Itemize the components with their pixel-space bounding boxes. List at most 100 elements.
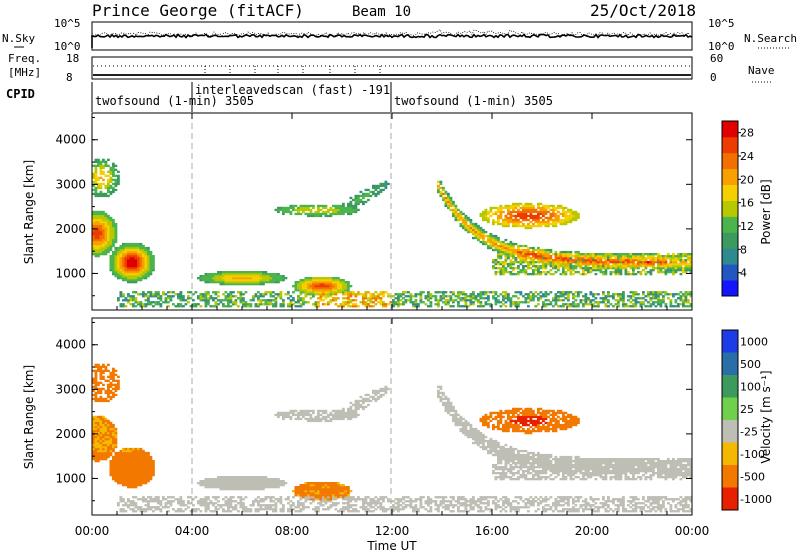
power-cell [482, 293, 485, 296]
velocity-cell [304, 409, 308, 413]
power-cell [539, 291, 543, 294]
power-cell [457, 303, 460, 306]
power-cell [117, 297, 120, 300]
power-cell [504, 244, 508, 248]
power-cell [622, 305, 625, 308]
power-cell [372, 293, 375, 296]
power-cell [547, 303, 550, 306]
velocity-cell [237, 484, 240, 487]
power-cell [447, 206, 450, 210]
velocity-cell [249, 484, 253, 487]
velocity-cell [232, 496, 235, 499]
power-cell [634, 253, 638, 256]
power-cell [497, 253, 500, 256]
power-cell [362, 293, 365, 296]
power-cell [507, 244, 510, 248]
power-cell [602, 265, 605, 268]
velocity-cell [102, 453, 105, 457]
power-cell [497, 238, 500, 242]
power-cell [654, 291, 658, 294]
power-cell [509, 210, 513, 214]
velocity-cell [329, 482, 333, 485]
power-cell [612, 305, 615, 308]
velocity-cell [149, 472, 153, 475]
power-cell [114, 267, 118, 270]
power-cell [489, 246, 493, 250]
power-cell [524, 269, 528, 272]
power-cell [562, 267, 565, 270]
power-cell [577, 259, 580, 262]
velocity-cell [284, 415, 288, 419]
power-cell [444, 202, 448, 206]
velocity-cell [152, 472, 155, 475]
velocity-cell [124, 462, 128, 465]
velocity-cell [332, 484, 335, 487]
velocity-cell [279, 482, 283, 485]
power-cell [144, 248, 148, 252]
power-cell [537, 214, 540, 218]
power-cell [627, 273, 630, 276]
velocity-cell [274, 484, 278, 487]
velocity-cell [102, 437, 105, 441]
power-cell [192, 303, 195, 306]
power-cell [512, 273, 515, 276]
power-cell [579, 261, 583, 264]
power-cell [377, 297, 380, 300]
power-cell [309, 281, 313, 284]
power-cell [532, 297, 535, 300]
velocity-cell [124, 464, 128, 467]
power-cell [239, 275, 243, 278]
power-cell [657, 295, 660, 298]
power-cell [204, 301, 208, 304]
velocity-cell [94, 455, 98, 459]
power-cell [527, 246, 530, 250]
power-cell [147, 261, 150, 264]
power-cell [664, 271, 668, 274]
power-cell [607, 261, 610, 264]
velocity-cell [334, 494, 338, 497]
power-cell [289, 210, 293, 214]
power-cell [394, 303, 398, 306]
power-cell [297, 206, 300, 210]
power-cell [267, 299, 270, 302]
power-cell [469, 297, 473, 300]
velocity-cell [132, 462, 135, 465]
velocity-cell [307, 419, 310, 423]
power-cell [232, 301, 235, 304]
power-cell [237, 273, 240, 276]
power-cell [429, 303, 433, 306]
power-cell [609, 265, 613, 268]
velocity-cell [322, 488, 325, 491]
velocity-cell [157, 502, 160, 505]
power-cell [159, 303, 163, 306]
power-cell [684, 297, 688, 300]
velocity-cell [104, 391, 108, 395]
velocity-cell [337, 482, 340, 485]
power-cell [449, 208, 453, 212]
power-cell [509, 299, 513, 302]
power-cell [674, 267, 678, 270]
power-cell [132, 297, 135, 300]
power-cell [92, 220, 95, 224]
velocity-cell [117, 375, 120, 378]
power-cell [574, 218, 578, 222]
velocity-cell [302, 494, 305, 497]
power-cell [569, 261, 573, 264]
velocity-cell [107, 445, 110, 449]
velocity-cell [299, 413, 303, 417]
power-cell [237, 297, 240, 300]
velocity-cell [127, 478, 130, 481]
power-cell [209, 305, 213, 308]
power-cell [622, 267, 625, 270]
power-cell [312, 281, 315, 284]
velocity-cell [207, 484, 210, 487]
velocity-cell [232, 508, 235, 511]
power-cell [304, 295, 308, 298]
power-cell [557, 265, 560, 268]
power-cell [339, 305, 343, 308]
power-cell [119, 250, 123, 254]
power-cell [569, 216, 573, 220]
power-cell [294, 289, 298, 292]
power-cell [579, 301, 583, 304]
power-cell [492, 265, 495, 268]
